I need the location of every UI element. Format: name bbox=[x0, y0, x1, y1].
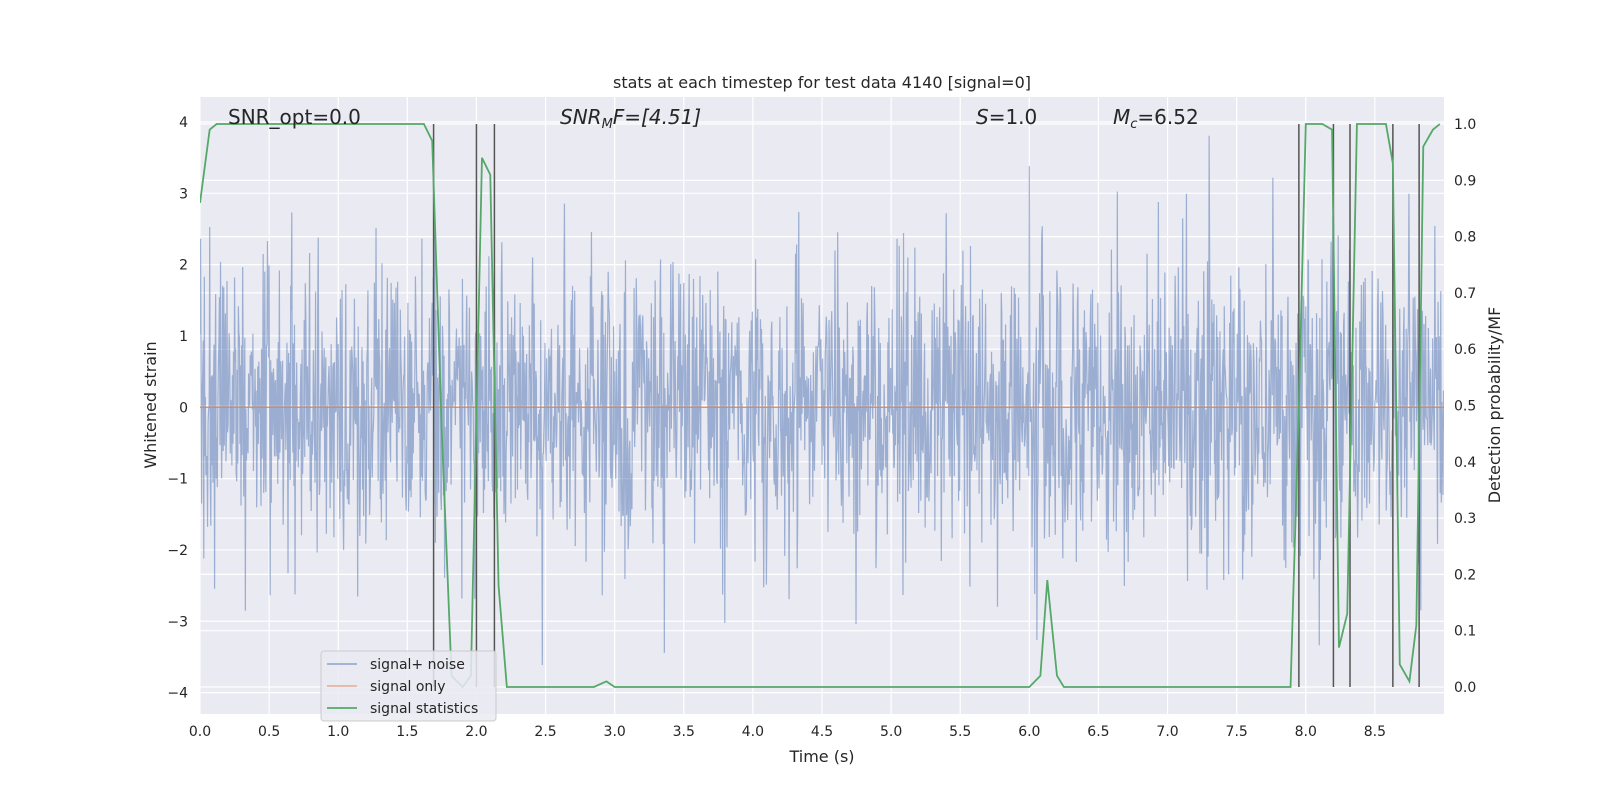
x-tick-label: 5.5 bbox=[949, 724, 971, 740]
annotation-s-rest: =1.0 bbox=[989, 105, 1038, 129]
x-axis-label: Time (s) bbox=[788, 747, 854, 766]
y2-tick-label: 1.0 bbox=[1454, 117, 1476, 133]
annotation-snr-mf-main: SNR bbox=[560, 105, 602, 129]
x-tick-label: 3.5 bbox=[673, 724, 695, 740]
x-tick-label: 3.0 bbox=[604, 724, 626, 740]
annotation-mc-sub: c bbox=[1130, 117, 1137, 132]
annotation-snr-opt: SNR_opt=0.0 bbox=[228, 105, 361, 129]
annotation-s: S=1.0 bbox=[976, 105, 1037, 129]
y-tick-label: 3 bbox=[179, 186, 188, 202]
y-tick-label: 2 bbox=[179, 258, 188, 274]
legend-label-signal-only: signal only bbox=[370, 679, 445, 695]
y-tick-label: −1 bbox=[167, 472, 188, 488]
annotation-mc: Mc=6.52 bbox=[1113, 105, 1199, 132]
x-tick-label: 8.0 bbox=[1295, 724, 1317, 740]
annotation-mc-main: M bbox=[1113, 105, 1130, 129]
series-signal-statistics-line bbox=[200, 123, 1441, 689]
annotation-snr-mf-rest: F=[4.51] bbox=[613, 105, 701, 129]
annotation-s-main: S bbox=[976, 105, 989, 129]
x-tick-label: 2.0 bbox=[465, 724, 487, 740]
y-tick-label: −2 bbox=[167, 543, 188, 559]
y2-axis-label: Detection probability/MF bbox=[1485, 307, 1504, 504]
x-tick-label: 6.5 bbox=[1087, 724, 1109, 740]
x-tick-label: 1.0 bbox=[327, 724, 349, 740]
y-tick-labels: −4 −3 −2 −1 0 1 2 3 4 bbox=[167, 115, 188, 702]
y2-tick-label: 0.7 bbox=[1454, 286, 1476, 302]
x-tick-label: 7.5 bbox=[1226, 724, 1248, 740]
x-tick-labels: 0.0 0.5 1.0 1.5 2.0 2.5 3.0 3.5 4.0 4.5 5.0 5.5 6.0 6… bbox=[189, 724, 1386, 740]
x-tick-label: 7.0 bbox=[1156, 724, 1178, 740]
y2-tick-label: 0.9 bbox=[1454, 173, 1476, 189]
y2-tick-label: 0.4 bbox=[1454, 455, 1476, 471]
y-tick-label: 1 bbox=[179, 329, 188, 345]
x-tick-label: 0.0 bbox=[189, 724, 211, 740]
annotation-snr-mf: SNRMF=[4.51] bbox=[560, 105, 701, 132]
x-tick-label: 6.0 bbox=[1018, 724, 1040, 740]
chart-title: stats at each timestep for test data 414… bbox=[613, 73, 1031, 92]
series-signal-plus-noise-line bbox=[200, 135, 1444, 665]
y-tick-label: 4 bbox=[179, 115, 188, 131]
y2-tick-label: 0.3 bbox=[1454, 511, 1476, 527]
y-tick-label: 0 bbox=[179, 400, 188, 416]
x-tick-label: 4.5 bbox=[811, 724, 833, 740]
legend-box bbox=[320, 650, 497, 722]
x-tick-label: 8.5 bbox=[1364, 724, 1386, 740]
x-tick-label: 1.5 bbox=[396, 724, 418, 740]
annotation-snr-mf-sub: M bbox=[602, 117, 613, 132]
y2-tick-label: 0.0 bbox=[1454, 680, 1476, 696]
x-tick-label: 4.0 bbox=[742, 724, 764, 740]
y2-tick-label: 0.5 bbox=[1454, 399, 1476, 415]
x-tick-label: 2.5 bbox=[534, 724, 556, 740]
y-tick-label: −3 bbox=[167, 614, 188, 630]
annotation-mc-rest: =6.52 bbox=[1137, 105, 1198, 129]
legend-label-signal-plus-noise: signal+ noise bbox=[370, 657, 465, 673]
x-tick-label: 0.5 bbox=[258, 724, 280, 740]
x-tick-label: 5.0 bbox=[880, 724, 902, 740]
legend: signal+ noise signal only signal statist… bbox=[320, 650, 497, 722]
y2-tick-label: 0.8 bbox=[1454, 230, 1476, 246]
y-tick-label: −4 bbox=[167, 686, 188, 702]
y2-tick-label: 0.1 bbox=[1454, 624, 1476, 640]
y2-tick-label: 0.2 bbox=[1454, 567, 1476, 583]
y-axis-label: Whitened strain bbox=[141, 341, 160, 468]
legend-label-signal-statistics: signal statistics bbox=[370, 701, 478, 717]
y2-tick-labels: 0.0 0.1 0.2 0.3 0.4 0.5 0.6 0.7 0.8 0.9 1.0 bbox=[1454, 117, 1476, 696]
y2-tick-label: 0.6 bbox=[1454, 342, 1476, 358]
